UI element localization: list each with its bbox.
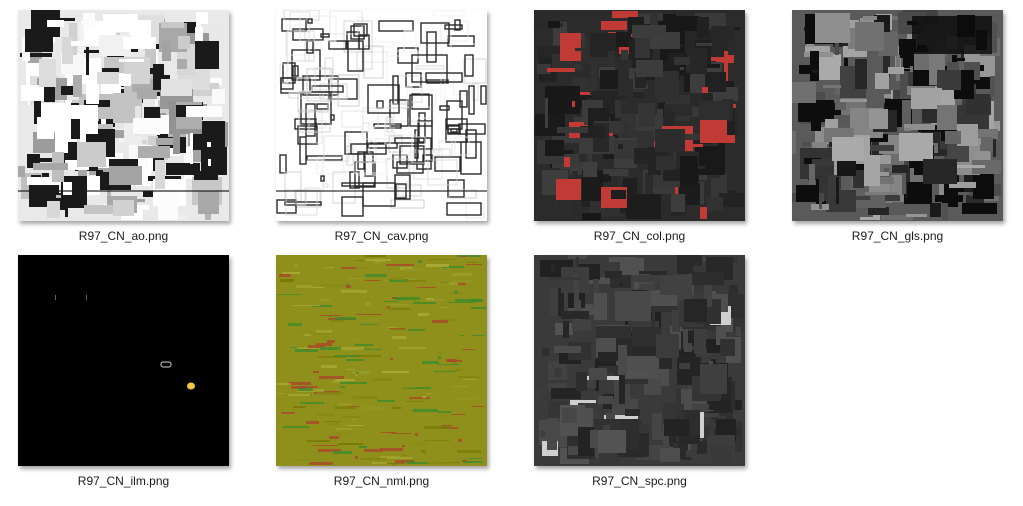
file-item-ilm[interactable]: R97_CN_ilm.png bbox=[0, 255, 230, 495]
texture-thumbnail-ao-icon bbox=[18, 10, 229, 221]
file-name-label: R97_CN_ao.png bbox=[78, 229, 169, 243]
file-name-label: R97_CN_col.png bbox=[593, 229, 686, 243]
file-item-spc[interactable]: R97_CN_spc.png bbox=[516, 255, 746, 495]
file-item-nml[interactable]: R97_CN_nml.png bbox=[258, 255, 488, 495]
file-name-label: R97_CN_spc.png bbox=[592, 474, 687, 488]
texture-thumbnail-spc-icon bbox=[534, 255, 745, 466]
file-item-ao[interactable]: R97_CN_ao.png bbox=[0, 10, 230, 250]
file-item-gls[interactable]: R97_CN_gls.png bbox=[774, 10, 1004, 250]
file-name-label: R97_CN_nml.png bbox=[333, 474, 430, 488]
texture-thumbnail-col-icon bbox=[534, 10, 745, 221]
texture-thumbnail-gls-icon bbox=[792, 10, 1003, 221]
file-item-col[interactable]: R97_CN_col.png bbox=[516, 10, 746, 250]
texture-thumbnail-nml-icon bbox=[276, 255, 487, 466]
file-item-cav[interactable]: R97_CN_cav.png bbox=[258, 10, 488, 250]
file-name-label: R97_CN_gls.png bbox=[851, 229, 944, 243]
file-name-label: R97_CN_cav.png bbox=[334, 229, 429, 243]
texture-thumbnail-ilm-icon bbox=[18, 255, 229, 466]
file-name-label: R97_CN_ilm.png bbox=[77, 474, 170, 488]
texture-thumbnail-cav-icon bbox=[276, 10, 487, 221]
